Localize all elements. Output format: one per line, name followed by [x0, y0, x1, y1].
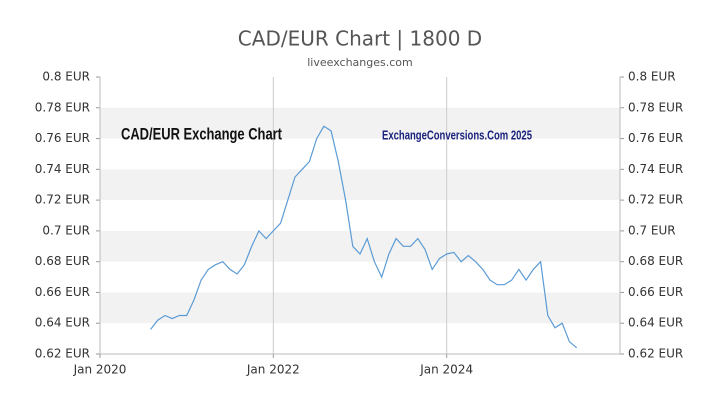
y-tick-label: 0.72 EUR — [35, 193, 90, 207]
y-tick-label: 0.66 EUR — [35, 285, 90, 299]
chart-title: CAD/EUR Chart | 1800 D — [238, 27, 482, 51]
y-tick-label: 0.78 EUR — [35, 100, 90, 114]
x-tick-label: Jan 2020 — [73, 363, 127, 377]
y2-tick-label: 0.8 EUR — [628, 70, 676, 84]
y2-tick-label: 0.7 EUR — [628, 223, 676, 237]
annotation: CAD/EUR Exchange Chart — [121, 124, 282, 143]
y2-tick-label: 0.72 EUR — [628, 193, 683, 207]
data-line — [150, 125, 578, 349]
x-tick-label: Jan 2024 — [419, 363, 473, 377]
chart-subtitle: liveexchanges.com — [307, 56, 412, 69]
y-tick-label: 0.76 EUR — [35, 131, 90, 145]
grid-band — [100, 292, 620, 324]
y2-tick-label: 0.78 EUR — [628, 100, 683, 114]
y2-tick-label: 0.62 EUR — [628, 347, 683, 361]
annotation: ExchangeConversions.Com 2025 — [382, 127, 532, 142]
y-tick-label: 0.74 EUR — [35, 162, 90, 176]
y2-tick-label: 0.66 EUR — [628, 285, 683, 299]
y-tick-label: 0.7 EUR — [42, 223, 90, 237]
y2-tick-label: 0.74 EUR — [628, 162, 683, 176]
y-tick-label: 0.62 EUR — [35, 347, 90, 361]
grid-band — [100, 107, 620, 139]
grid-band — [100, 169, 620, 201]
y2-tick-label: 0.68 EUR — [628, 254, 683, 268]
grid-band — [100, 230, 620, 262]
y-tick-label: 0.64 EUR — [35, 316, 90, 330]
y2-tick-label: 0.64 EUR — [628, 316, 683, 330]
y2-tick-label: 0.76 EUR — [628, 131, 683, 145]
y-tick-label: 0.68 EUR — [35, 254, 90, 268]
y-tick-label: 0.8 EUR — [42, 70, 90, 84]
x-tick-label: Jan 2022 — [246, 363, 300, 377]
